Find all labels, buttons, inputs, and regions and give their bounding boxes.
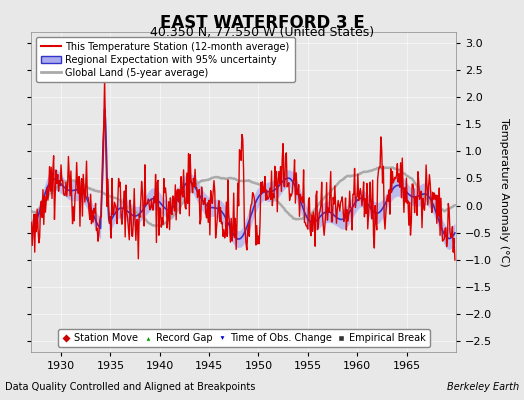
Text: Berkeley Earth: Berkeley Earth (446, 382, 519, 392)
Text: Data Quality Controlled and Aligned at Breakpoints: Data Quality Controlled and Aligned at B… (5, 382, 256, 392)
Text: EAST WATERFORD 3 E: EAST WATERFORD 3 E (160, 14, 364, 32)
Text: 40.350 N, 77.550 W (United States): 40.350 N, 77.550 W (United States) (150, 26, 374, 39)
Legend: Station Move, Record Gap, Time of Obs. Change, Empirical Break: Station Move, Record Gap, Time of Obs. C… (58, 329, 430, 347)
Y-axis label: Temperature Anomaly (°C): Temperature Anomaly (°C) (499, 118, 509, 266)
